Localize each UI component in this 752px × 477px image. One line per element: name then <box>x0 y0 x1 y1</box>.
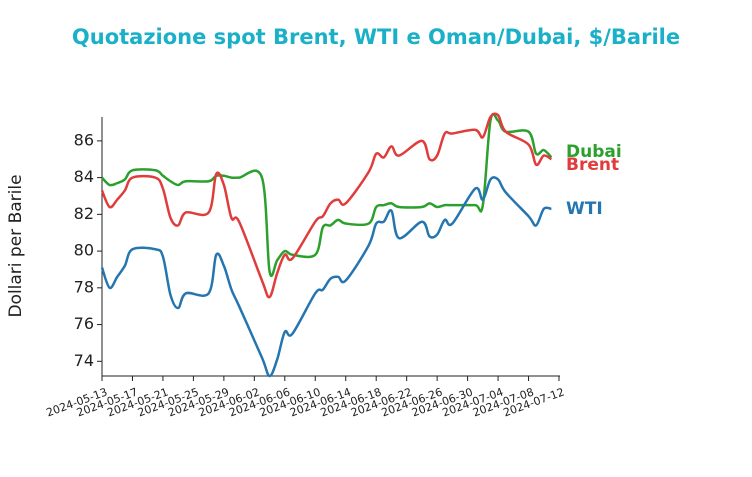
y-axis-label: Dollari per Barile <box>6 174 26 317</box>
legend-label: Dubai <box>566 142 622 162</box>
legend-label: WTI <box>566 199 603 219</box>
y-tick-label: 82 <box>74 204 94 223</box>
legend-label: Brent <box>566 155 619 175</box>
series-line <box>100 112 553 299</box>
y-tick-label: 86 <box>74 130 94 149</box>
chart-title: Quotazione spot Brent, WTI e Oman/Dubai,… <box>72 25 680 49</box>
y-tick-label: 84 <box>74 167 94 186</box>
y-tick-label: 76 <box>74 314 94 333</box>
y-tick-label: 74 <box>74 351 94 370</box>
series-line <box>100 176 552 378</box>
y-tick-label: 78 <box>74 277 94 296</box>
y-tick-label: 80 <box>74 241 94 260</box>
series-line <box>101 112 553 278</box>
